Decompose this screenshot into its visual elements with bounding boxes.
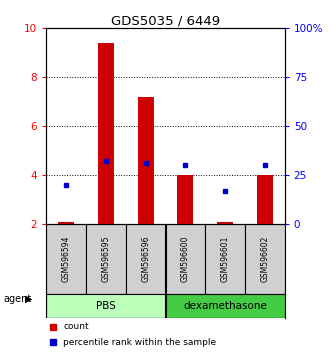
Bar <box>166 294 285 318</box>
Bar <box>58 222 74 224</box>
Bar <box>245 224 285 294</box>
Bar <box>138 97 154 224</box>
Bar <box>177 175 193 224</box>
Bar <box>166 224 205 294</box>
Text: GSM596596: GSM596596 <box>141 236 150 282</box>
Text: GSM596600: GSM596600 <box>181 236 190 282</box>
Text: ▶: ▶ <box>25 294 32 304</box>
Bar <box>46 294 166 318</box>
Bar <box>98 43 114 224</box>
Bar <box>126 224 166 294</box>
Text: GSM596602: GSM596602 <box>260 236 269 282</box>
Bar <box>205 224 245 294</box>
Text: percentile rank within the sample: percentile rank within the sample <box>63 338 216 347</box>
Bar <box>217 222 233 224</box>
Bar <box>46 224 86 294</box>
Text: PBS: PBS <box>96 301 116 311</box>
Text: count: count <box>63 322 89 331</box>
Text: GSM596601: GSM596601 <box>220 236 230 282</box>
Text: dexamethasone: dexamethasone <box>183 301 267 311</box>
Title: GDS5035 / 6449: GDS5035 / 6449 <box>111 14 220 27</box>
Bar <box>257 175 273 224</box>
Text: agent: agent <box>3 294 31 304</box>
Text: GSM596594: GSM596594 <box>62 236 71 282</box>
Text: GSM596595: GSM596595 <box>101 236 111 282</box>
Bar <box>86 224 126 294</box>
